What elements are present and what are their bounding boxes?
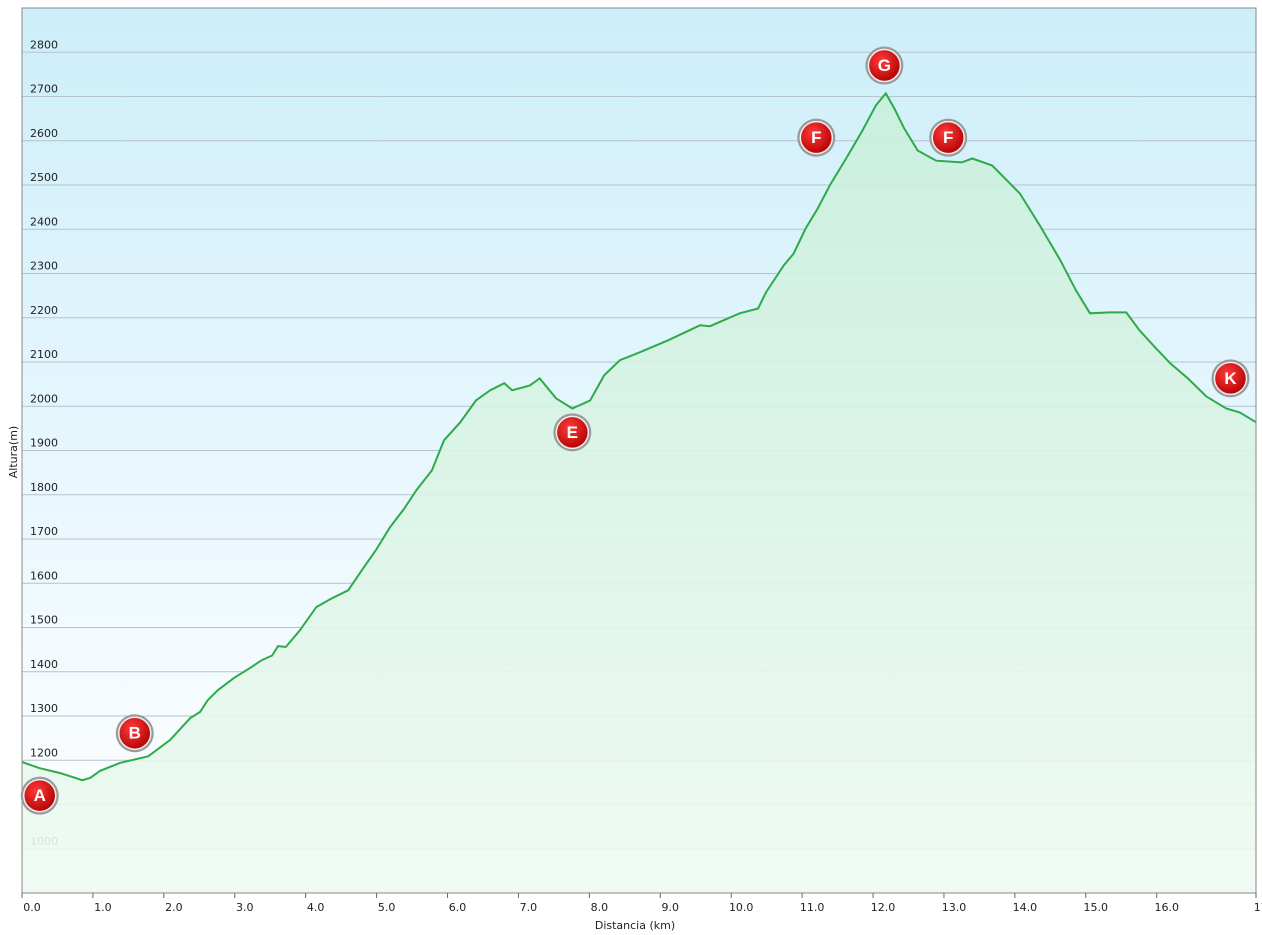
waypoint-inner (799, 120, 834, 155)
x-tick-label: 10.0 (729, 901, 754, 914)
waypoint-inner (555, 415, 590, 450)
waypoint-label: A (34, 786, 46, 805)
y-tick-label: 1500 (30, 614, 58, 627)
waypoint-inner (118, 716, 152, 751)
x-tick-label: 1.0 (94, 901, 112, 914)
x-tick-label: 7.0 (520, 901, 538, 914)
x-tick-label: 3.0 (236, 901, 254, 914)
y-tick-label: 1700 (30, 525, 58, 538)
y-axis-label: Altura(m) (7, 426, 20, 478)
waypoint-label: B (129, 724, 141, 743)
waypoint-inner (22, 778, 57, 813)
x-tick-label: 6.0 (449, 901, 467, 914)
x-tick-label: 8.0 (591, 901, 609, 914)
y-tick-label: 1200 (30, 746, 58, 759)
waypoint-inner (867, 48, 902, 83)
x-tick-label: 14.0 (1013, 901, 1038, 914)
x-tick-label: 5.0 (378, 901, 396, 914)
y-tick-label: 2600 (30, 127, 58, 140)
y-tick-label: 1600 (30, 569, 58, 582)
profile-line (21, 91, 1257, 782)
y-tick-label: 1400 (30, 658, 58, 671)
y-tick-label: 2100 (30, 348, 58, 361)
x-tick-label: 13.0 (942, 901, 967, 914)
y-tick-label: 1300 (30, 702, 58, 715)
x-tick-label: 2.0 (165, 901, 183, 914)
waypoint-label: F (811, 128, 821, 147)
x-tick-label: 9.0 (662, 901, 680, 914)
waypoint-inner (1213, 361, 1248, 396)
x-tick-label: 16.0 (1154, 901, 1179, 914)
area-fill (22, 93, 1256, 893)
x-tick-label: 11.0 (800, 901, 825, 914)
y-tick-label: 2400 (30, 215, 58, 228)
y-tick-label: 2300 (30, 260, 58, 273)
y-tick-label: 1800 (30, 481, 58, 494)
x-axis-label: Distancia (km) (595, 919, 675, 931)
waypoint-label: F (943, 128, 953, 147)
waypoint-label: K (1224, 369, 1237, 388)
y-tick-label: 1900 (30, 437, 58, 450)
x-tick-label: 12.0 (871, 901, 896, 914)
x-tick-label: 17.4 (1254, 901, 1262, 914)
plot-frame (21, 7, 1257, 894)
y-tick-label: 2700 (30, 83, 58, 96)
y-tick-label: 2800 (30, 38, 58, 51)
waypoint-label: G (878, 56, 891, 75)
y-tick-label: 2000 (30, 392, 58, 405)
x-tick-label: 15.0 (1084, 901, 1109, 914)
waypoint-label: E (567, 423, 578, 442)
waypoint-inner (931, 120, 965, 155)
x-tick-label: 0.0 (23, 901, 41, 914)
y-tick-label: 2500 (30, 171, 58, 184)
y-tick-label: 2200 (30, 304, 58, 317)
x-tick-label: 4.0 (307, 901, 325, 914)
